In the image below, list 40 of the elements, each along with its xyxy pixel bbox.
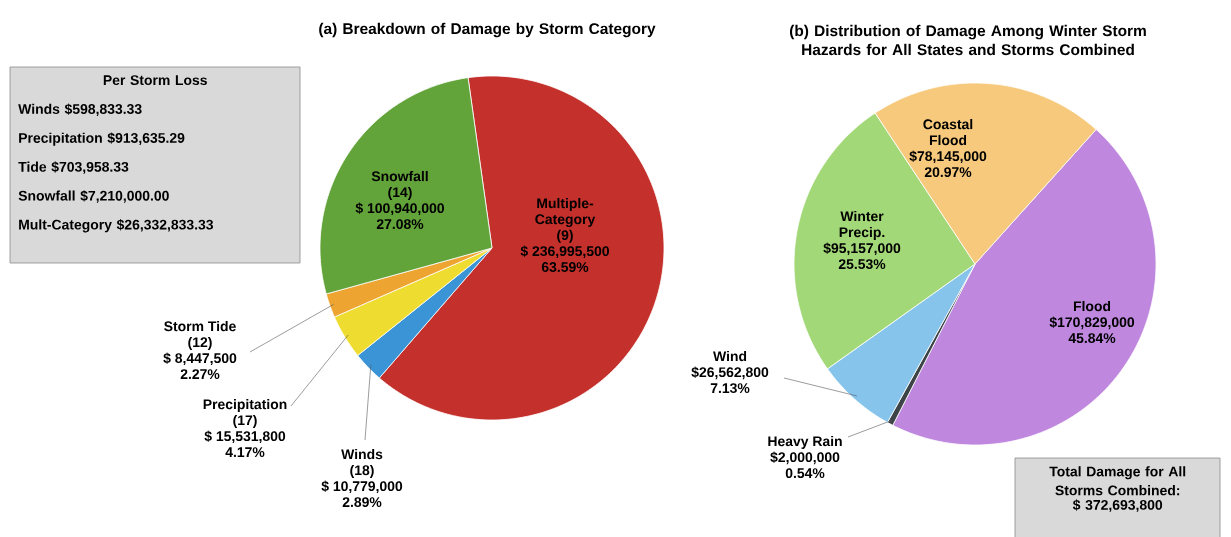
text: 45.84% — [1068, 333, 1116, 344]
data-label: $2,000,000 — [770, 451, 840, 465]
text: Winds $598,833.33 — [18, 103, 142, 116]
data-label: $ 15,531,800 — [204, 430, 286, 444]
text: 2.89% — [342, 497, 382, 508]
text: 25.53% — [838, 259, 886, 270]
slice-label: Coastal Flood — [923, 118, 973, 146]
text: Tide $703,958.33 — [18, 161, 129, 174]
slice-label: Multiple-Category (9) — [535, 197, 596, 243]
text: 7.13% — [710, 383, 750, 394]
data-label: $ 8,447,500 — [163, 352, 237, 366]
data-label: $ 236,995,500 — [520, 245, 609, 259]
text: 2.27% — [180, 369, 220, 380]
slice-label: Wind — [713, 350, 747, 362]
data-label: $95,157,000 — [823, 242, 901, 256]
data-label: $170,829,000 — [1049, 316, 1135, 330]
text: Snowfall $7,210,000.00 — [18, 190, 169, 203]
data-label: $ 10,779,000 — [321, 480, 403, 494]
slice-label: Snowfall (14) — [371, 170, 428, 200]
chart-title: (a) Breakdown of Damage by Storm Category — [319, 22, 656, 38]
text: 27.08% — [376, 219, 424, 230]
text: 4.17% — [225, 447, 265, 458]
slice-label: Winter Precip. — [839, 210, 885, 240]
chart-title: (b) Distribution of Damage Among Winter Storm Hazards for All States and Storms Combined — [789, 24, 1146, 56]
slice-label: Storm Tide (12) — [164, 320, 236, 350]
data-label: $78,145,000 — [909, 150, 987, 164]
text: 0.54% — [785, 468, 825, 479]
data-label: $26,562,800 — [691, 366, 769, 380]
text: Per Storm Loss — [103, 75, 207, 86]
slice-label: Flood — [1073, 300, 1111, 312]
text: 20.97% — [924, 167, 972, 178]
slice-label: Winds (18) — [341, 448, 383, 478]
slice-label: Heavy Rain — [768, 435, 842, 449]
text: Precipitation $913,635.29 — [19, 132, 185, 146]
text: 63.59% — [541, 262, 589, 273]
data-label: $ 100,940,000 — [355, 202, 444, 216]
text: Mult-Category $26,332,833.33 — [19, 219, 214, 233]
text: Total Damage for All Storms Combined: — [1049, 466, 1186, 496]
slice-label: Precipitation (17) — [203, 398, 287, 428]
text: $ 372,693,800 — [1072, 499, 1163, 512]
